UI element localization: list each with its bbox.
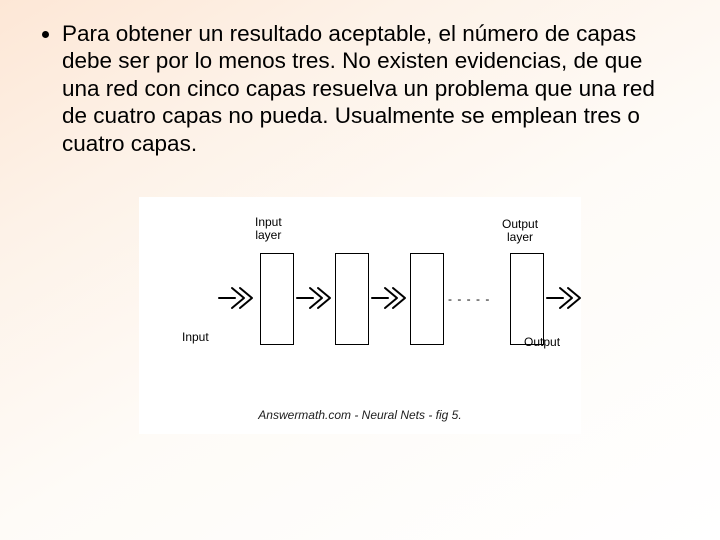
label-input: Input (182, 331, 209, 344)
bullet-item: Para obtener un resultado aceptable, el … (62, 20, 684, 157)
arrow-icon (218, 285, 254, 316)
slide: Para obtener un resultado aceptable, el … (0, 0, 720, 540)
figure-wrap: Input layer Output layer Input Output - - - … (36, 197, 684, 434)
label-output-layer: Output layer (502, 218, 538, 244)
label-input-layer: Input layer (255, 216, 282, 242)
layer-box-0 (260, 253, 294, 345)
ellipsis-dashes: - - - - - (448, 292, 490, 306)
layer-box-1 (335, 253, 369, 345)
layer-box-3 (510, 253, 544, 345)
arrow-icon (371, 285, 407, 316)
layer-box-2 (410, 253, 444, 345)
label-output: Output (524, 336, 560, 349)
arrow-icon (296, 285, 332, 316)
arrow-icon (546, 285, 582, 316)
figure-caption: Answermath.com - Neural Nets - fig 5. (140, 408, 580, 422)
bullet-list: Para obtener un resultado aceptable, el … (36, 20, 684, 157)
neural-net-figure: Input layer Output layer Input Output - - - … (139, 197, 581, 434)
